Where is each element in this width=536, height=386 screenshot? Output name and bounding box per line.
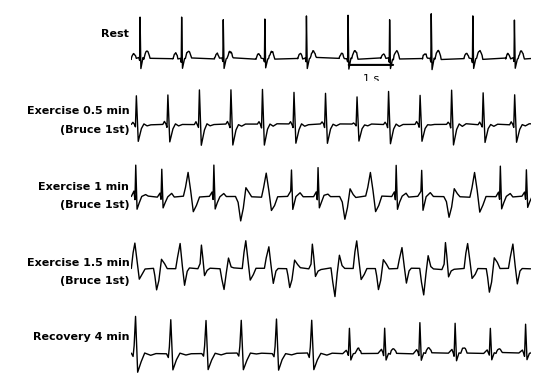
Text: (Bruce 1st): (Bruce 1st)	[59, 200, 129, 210]
Text: Rest: Rest	[101, 29, 129, 39]
Text: (Bruce 1st): (Bruce 1st)	[59, 125, 129, 135]
Text: (Bruce 1st): (Bruce 1st)	[59, 276, 129, 286]
Text: Exercise 1 min: Exercise 1 min	[39, 182, 129, 192]
Text: Recovery 4 min: Recovery 4 min	[33, 332, 129, 342]
Text: Exercise 1.5 min: Exercise 1.5 min	[27, 258, 129, 268]
Text: Exercise 0.5 min: Exercise 0.5 min	[27, 107, 129, 117]
Text: 1 s: 1 s	[363, 74, 379, 84]
